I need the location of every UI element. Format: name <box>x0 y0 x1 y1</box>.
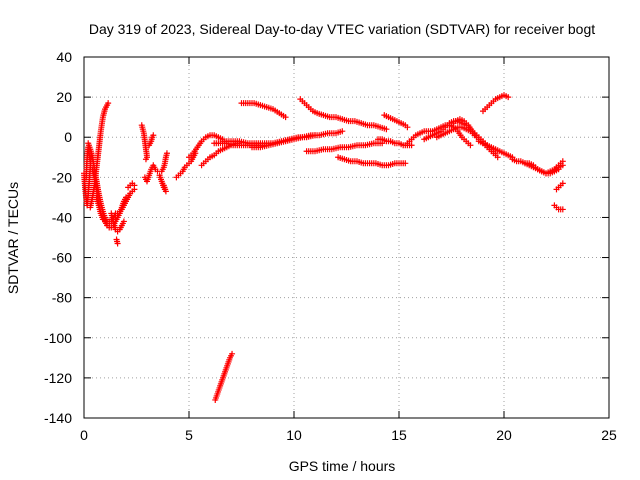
series-arc-37 <box>551 202 566 213</box>
series-arc-11 <box>146 132 157 149</box>
data-point <box>505 94 512 101</box>
data-point <box>404 124 411 131</box>
x-tick-label: 20 <box>496 427 512 443</box>
data-points <box>81 92 566 403</box>
data-point <box>559 206 566 213</box>
data-point <box>383 126 390 133</box>
y-axis-label: SDTVAR / TECUs <box>5 182 21 294</box>
series-arc-15 <box>186 132 226 161</box>
x-tick-label: 0 <box>80 427 88 443</box>
y-tick-label: -100 <box>44 330 72 346</box>
y-tick-label: 40 <box>56 49 72 65</box>
x-tick-labels: 0 5 10 15 20 25 <box>80 427 617 443</box>
series-arc-29 <box>448 116 501 161</box>
series-arc-14 <box>173 150 199 181</box>
y-tick-label: -120 <box>44 370 72 386</box>
data-point <box>408 142 415 149</box>
data-point <box>467 142 474 149</box>
series-arc-07 <box>113 236 121 247</box>
data-point <box>160 182 167 189</box>
data-point <box>229 350 236 357</box>
x-tick-label: 10 <box>286 427 302 443</box>
data-point <box>131 182 138 189</box>
series-arc-06 <box>108 210 127 235</box>
series-arc-20 <box>212 350 236 403</box>
series-arc-19 <box>249 128 346 151</box>
data-point <box>142 156 149 163</box>
chart-title: Day 319 of 2023, Sidereal Day-to-day VTE… <box>89 21 595 37</box>
data-point <box>113 236 120 243</box>
data-point <box>494 154 501 161</box>
series-arc-25 <box>375 136 415 149</box>
series-arc-31 <box>475 138 516 161</box>
series-arc-12 <box>156 172 169 195</box>
data-point <box>402 160 409 167</box>
grid-lines <box>84 57 609 418</box>
x-axis-label: GPS time / hours <box>289 458 396 474</box>
data-point <box>163 150 170 157</box>
data-point <box>559 180 566 187</box>
series-arc-35 <box>551 158 566 175</box>
y-tick-label: 20 <box>56 89 72 105</box>
data-point <box>150 132 157 139</box>
plot-frame <box>83 56 610 419</box>
y-tick-label: 0 <box>64 129 72 145</box>
series-arc-34 <box>522 160 562 177</box>
data-point <box>83 174 90 181</box>
y-tick-label: -140 <box>44 410 72 426</box>
series-arc-26 <box>381 112 411 131</box>
data-point <box>120 218 127 225</box>
y-tick-label: -80 <box>52 290 72 306</box>
data-point <box>105 100 112 107</box>
axis-ticks <box>83 56 610 419</box>
series-arc-09 <box>138 122 150 163</box>
x-tick-label: 15 <box>391 427 407 443</box>
series-arc-30 <box>433 124 478 141</box>
data-point <box>282 114 289 121</box>
series-arc-33 <box>509 156 566 177</box>
y-tick-label: -20 <box>52 169 72 185</box>
data-point <box>123 194 129 201</box>
y-tick-label: -60 <box>52 250 72 266</box>
data-point <box>471 132 478 139</box>
x-tick-label: 25 <box>601 427 617 443</box>
y-tick-label: -40 <box>52 209 72 225</box>
series-arc-10 <box>141 162 161 185</box>
series-arc-21 <box>238 100 289 121</box>
data-point <box>339 128 346 135</box>
series-arc-08 <box>125 180 138 191</box>
series-arc-23 <box>303 140 386 155</box>
data-point <box>559 158 566 165</box>
series-arc-24 <box>335 154 409 169</box>
series-arc-32 <box>480 92 512 115</box>
series-arc-22 <box>297 96 390 133</box>
series-arc-13 <box>158 150 170 175</box>
x-tick-label: 5 <box>185 427 193 443</box>
series-arc-36 <box>553 180 566 193</box>
y-tick-labels: -140 -120 -100 -80 -60 -40 -20 0 20 40 <box>44 49 72 426</box>
